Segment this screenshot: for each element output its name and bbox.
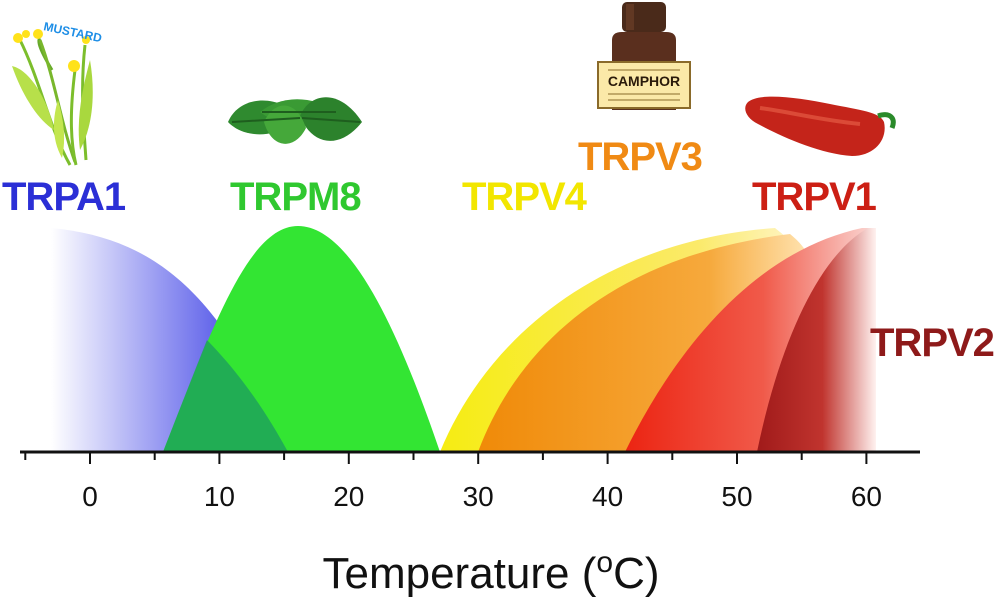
tick-label: 40 (592, 481, 623, 512)
x-axis-title-sup: o (596, 546, 613, 579)
label-trpv1: TRPV1 (752, 175, 877, 219)
tick-label: 0 (82, 481, 98, 512)
x-axis-title-unit: C) (613, 549, 659, 598)
trpa1-trpm8-overlap (163, 340, 288, 452)
tick-label: 50 (721, 481, 752, 512)
mint-leaves-icon (228, 97, 362, 144)
tick-label: 10 (204, 481, 235, 512)
x-axis: 0 10 20 30 40 50 60 Temperature (oC) (20, 450, 920, 598)
x-axis-tick-labels: 0 10 20 30 40 50 60 (82, 481, 882, 512)
label-trpa1: TRPA1 (2, 175, 126, 219)
camphor-text: CAMPHOR (608, 73, 680, 89)
mustard-plant-icon: MUSTARD (12, 19, 103, 166)
label-trpm8: TRPM8 (230, 175, 361, 219)
label-trpv3: TRPV3 (578, 135, 702, 179)
label-trpv4: TRPV4 (462, 175, 588, 219)
tick-label: 30 (463, 481, 494, 512)
camphor-bottle-icon: CAMPHOR (597, 2, 691, 110)
chili-pepper-icon (745, 96, 896, 156)
channel-labels: TRPA1 TRPM8 TRPV4 TRPV3 TRPV1 TRPV2 (2, 135, 995, 365)
x-axis-title-main: Temperature ( (322, 549, 596, 598)
tick-label: 60 (851, 481, 882, 512)
tick-label: 20 (333, 481, 364, 512)
x-axis-title: Temperature (oC) (322, 546, 659, 598)
channel-curves (51, 226, 876, 452)
label-trpv2: TRPV2 (870, 321, 994, 365)
mustard-text: MUSTARD (42, 19, 103, 45)
x-axis-ticks (24, 452, 868, 464)
trpv2-curve (757, 228, 876, 452)
